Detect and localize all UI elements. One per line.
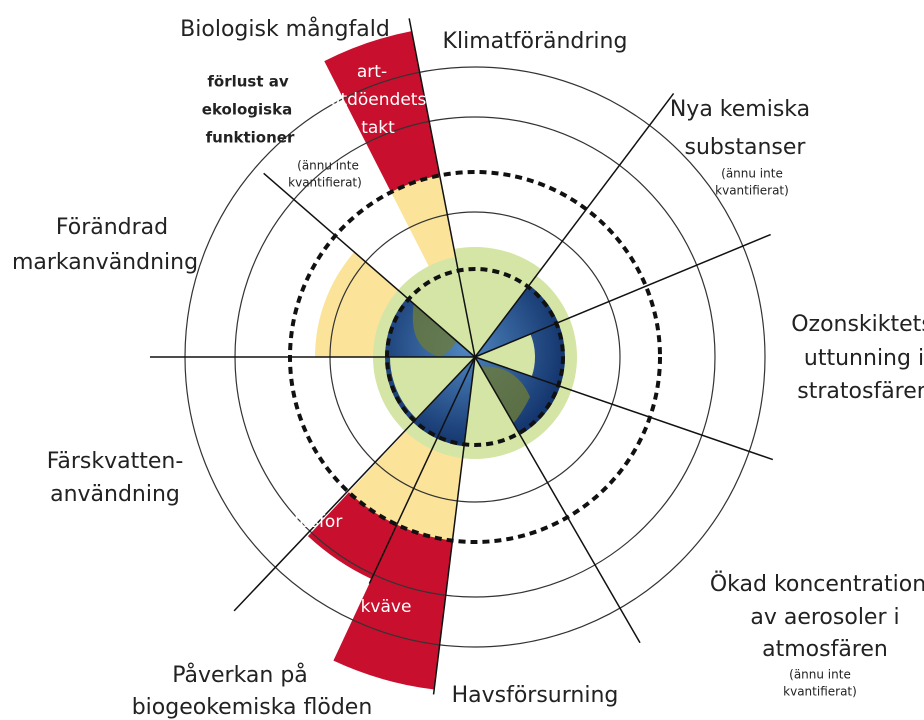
- label: funktioner: [206, 129, 295, 147]
- label: uttunning i: [804, 346, 924, 371]
- label: fosfor: [294, 512, 343, 532]
- label: Förändrad: [56, 215, 168, 240]
- label: Havsförsurning: [452, 683, 619, 708]
- label: Ökad koncentration: [710, 571, 924, 597]
- label: utdöendets: [330, 90, 427, 110]
- note: (ännu inte: [789, 668, 851, 682]
- label: kväve: [361, 597, 412, 617]
- note: (ännu inte: [297, 159, 359, 173]
- label: Klimatförändring: [443, 29, 628, 54]
- note: kvantifierat): [783, 685, 857, 699]
- label: Biologisk mångfald: [180, 16, 390, 42]
- label: förlust av: [207, 73, 288, 91]
- note: kvantifierat): [288, 176, 362, 190]
- label: Påverkan på: [172, 662, 308, 688]
- label: ekologiska: [202, 101, 292, 119]
- label: biogeokemiska flöden: [132, 695, 373, 720]
- label: av aerosoler i: [750, 605, 899, 630]
- label: atmosfären: [762, 637, 888, 662]
- label: markanvändning: [12, 250, 198, 275]
- label: Nya kemiska: [670, 97, 810, 122]
- note: (ännu inte: [721, 167, 783, 181]
- diagram: Biologisk mångfald Klimatförändring Nya …: [0, 0, 924, 720]
- label: art-: [357, 62, 387, 82]
- label: substanser: [685, 135, 807, 160]
- label: stratosfären: [797, 379, 924, 404]
- label: användning: [50, 482, 180, 507]
- label: Ozonskiktets: [791, 312, 924, 337]
- label: Färskvatten-: [47, 449, 184, 474]
- label: takt: [361, 118, 395, 138]
- note: kvantifierat): [715, 184, 789, 198]
- spoke: [475, 93, 674, 357]
